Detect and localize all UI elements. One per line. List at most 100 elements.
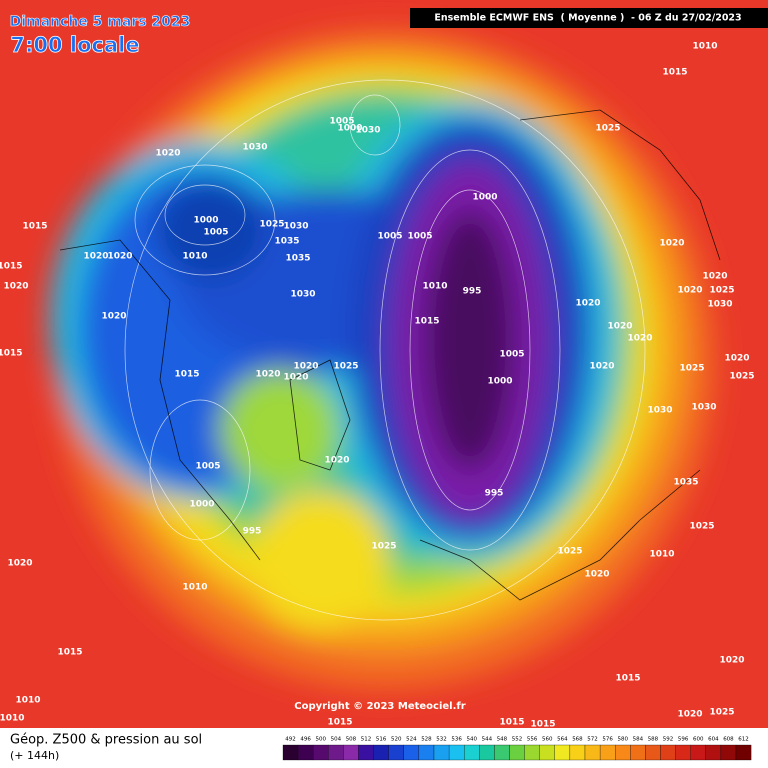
pressure-label: 1025 <box>689 522 714 532</box>
colorbar-label: 600 <box>693 737 704 743</box>
date: Dimanche 5 mars 2023 <box>10 14 191 30</box>
pressure-label: 1025 <box>595 124 620 134</box>
pressure-label: 1010 <box>692 42 717 52</box>
colorbar-swatch <box>313 744 329 761</box>
colorbar-label: 524 <box>406 737 417 743</box>
colorbar-label: 548 <box>497 737 508 743</box>
colorbar-label: 508 <box>346 737 357 743</box>
pressure-label: 1015 <box>0 262 23 272</box>
pressure-label: 1020 <box>7 559 32 569</box>
pressure-label: 1025 <box>729 372 754 382</box>
colorbar-swatch <box>630 744 646 761</box>
pressure-label: 1020 <box>101 312 126 322</box>
colorbar-label: 580 <box>618 737 629 743</box>
model-box <box>410 8 768 28</box>
pressure-label: 1020 <box>677 710 702 720</box>
pressure-label: 1000 <box>472 193 497 203</box>
pressure-label: 1010 <box>649 550 674 560</box>
pressure-label: 1005 <box>195 462 220 472</box>
colorbar-swatch <box>494 744 510 761</box>
pressure-label: 1000 <box>337 124 362 134</box>
pressure-label: 1020 <box>677 286 702 296</box>
pressure-label: 1005 <box>329 117 354 127</box>
colorbar-swatch <box>358 744 374 761</box>
pressure-label: 1020 <box>83 252 108 262</box>
pressure-label: 1015 <box>174 370 199 380</box>
pressure-label: 1005 <box>203 228 228 238</box>
colorbar-label: 592 <box>663 737 674 743</box>
colorbar-label: 588 <box>648 737 659 743</box>
colorbar-label: 556 <box>527 737 538 743</box>
pressure-label: 1020 <box>584 570 609 580</box>
pressure-label: 1030 <box>647 406 672 416</box>
colorbar-swatch <box>297 744 314 761</box>
pressure-label: 1035 <box>285 254 310 264</box>
colorbar-swatch <box>479 744 495 761</box>
pressure-label: 1015 <box>530 720 555 730</box>
pressure-label: 1020 <box>293 362 318 372</box>
colorbar-swatch <box>675 744 691 761</box>
colorbar-swatch <box>524 744 540 761</box>
pressure-label: 1020 <box>719 656 744 666</box>
pressure-label: 995 <box>243 527 262 537</box>
colorbar-swatch <box>539 744 555 761</box>
colorbar-label: 500 <box>316 737 327 743</box>
footer-title: Géop. Z500 & pression au sol <box>10 733 202 748</box>
model-info: Ensemble ECMWF ENS ( Moyenne ) - 06 Z du… <box>434 13 741 24</box>
colorbar-label: 492 <box>285 737 296 743</box>
colorbar-swatch <box>343 744 359 761</box>
pressure-label: 1025 <box>709 708 734 718</box>
pressure-label: 1030 <box>242 143 267 153</box>
colorbar-swatch <box>735 744 752 761</box>
pressure-label: 1015 <box>414 317 439 327</box>
pressure-label: 1020 <box>283 373 308 383</box>
colorbar-label: 576 <box>602 737 613 743</box>
colorbar-label: 572 <box>587 737 598 743</box>
pressure-label: 1030 <box>691 403 716 413</box>
pressure-label: 1030 <box>355 126 380 136</box>
colorbar-swatch <box>282 744 299 761</box>
pressure-label: 1020 <box>589 362 614 372</box>
pressure-label: 1015 <box>615 674 640 684</box>
pressure-label: 1035 <box>274 237 299 247</box>
pressure-label: 995 <box>463 287 482 297</box>
pressure-label: 995 <box>485 489 504 499</box>
colorbar-label: 564 <box>557 737 568 743</box>
pressure-label: 1005 <box>499 350 524 360</box>
pressure-label: 1020 <box>724 354 749 364</box>
pressure-label: 1020 <box>607 322 632 332</box>
pressure-label: 1025 <box>557 547 582 557</box>
colorbar-label: 536 <box>451 737 462 743</box>
pressure-label: 1020 <box>155 149 180 159</box>
pressure-label: 1005 <box>377 232 402 242</box>
colorbar-label: 520 <box>391 737 402 743</box>
colorbar-swatch <box>690 744 706 761</box>
colorbar-label: 496 <box>300 737 311 743</box>
colorbar-swatch <box>554 744 571 761</box>
colorbar-label: 604 <box>708 737 719 743</box>
pressure-label: 1025 <box>679 364 704 374</box>
colorbar-label: 608 <box>723 737 734 743</box>
colorbar-label: 544 <box>482 737 493 743</box>
colorbar-swatch <box>720 744 737 761</box>
pressure-label: 1020 <box>575 299 600 309</box>
pressure-label: 1010 <box>182 583 207 593</box>
pressure-label: 1020 <box>3 282 28 292</box>
pressure-label: 1035 <box>673 478 698 488</box>
pressure-label: 1010 <box>182 252 207 262</box>
colorbar-label: 596 <box>678 737 689 743</box>
colorbar-swatch <box>615 744 631 761</box>
footer-subtitle: (+ 144h) <box>10 749 59 762</box>
colorbar-label: 560 <box>542 737 553 743</box>
pressure-label: 1030 <box>707 300 732 310</box>
colorbar-swatch <box>705 744 722 761</box>
pressure-label: 1015 <box>499 718 524 728</box>
time: 7:00 locale <box>10 33 139 57</box>
colorbar-swatch <box>660 744 676 761</box>
pressure-label: 1020 <box>627 334 652 344</box>
colorbar-label: 612 <box>738 737 749 743</box>
pressure-label: 1015 <box>327 718 352 728</box>
pressure-label: 1015 <box>22 222 47 232</box>
pressure-label: 1025 <box>709 286 734 296</box>
